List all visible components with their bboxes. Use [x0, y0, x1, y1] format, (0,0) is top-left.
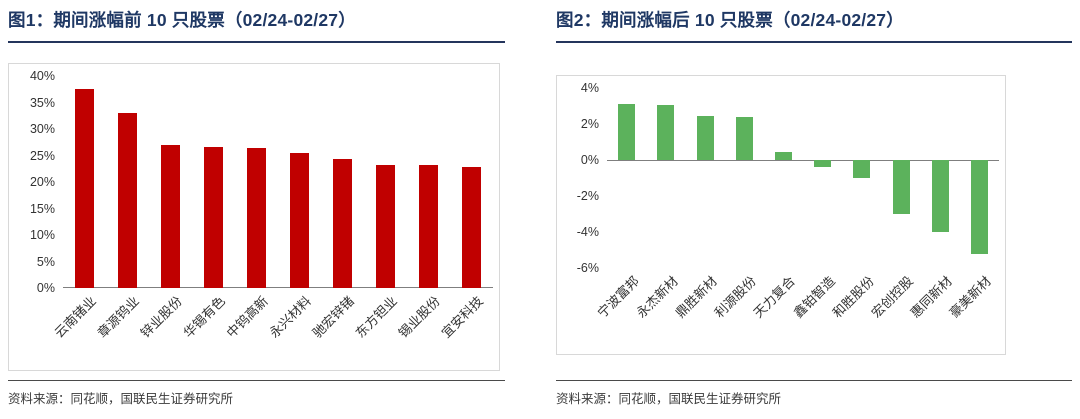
y-axis-tick: 35% — [29, 95, 55, 110]
x-axis-label: 利源股份 — [711, 273, 760, 321]
y-axis-tick: -4% — [576, 225, 599, 239]
figure1-title: 图1：期间涨幅前 10 只股票（02/24-02/27） — [8, 10, 356, 30]
figure2-source: 资料来源：同花顺，国联民生证券研究所 — [556, 392, 782, 406]
x-axis-label: 鑫铂智造 — [790, 273, 838, 321]
figure2-title: 图2：期间涨幅后 10 只股票（02/24-02/27） — [556, 10, 904, 30]
figure2-chart-row: 4% 2% 0% -2% -4% -6% — [559, 81, 999, 275]
bar — [419, 165, 438, 288]
y-axis-tick: 5% — [36, 254, 55, 269]
y-axis-tick: 25% — [29, 148, 55, 163]
x-axis-label: 锌业股份 — [138, 293, 186, 341]
figure1-chart-row: 40% 35% 30% 25% 20% 15% 10% 5% 0% — [11, 69, 493, 295]
x-axis-label: 天力复合 — [750, 273, 799, 321]
bar — [696, 115, 714, 160]
x-axis-label: 云南锗业 — [52, 293, 100, 341]
x-axis-label: 中钨高新 — [224, 293, 272, 341]
x-axis-label: 和胜股份 — [829, 273, 877, 321]
figure2-bar-chart: 4% 2% 0% -2% -4% -6% 宁波富邦 永杰新材 鼎胜新材 利源股份 天力复合 鑫铂智造… — [556, 75, 1006, 355]
figure2-y-axis: 4% 2% 0% -2% -4% -6% — [559, 81, 607, 275]
x-axis-label: 锡业股份 — [396, 293, 444, 341]
y-axis-tick: 15% — [29, 201, 55, 216]
figure1-bar-chart: 40% 35% 30% 25% 20% 15% 10% 5% 0% 云南锗业 章源钨业 锌业股份 华锡… — [8, 63, 500, 371]
x-axis-label: 鼎胜新材 — [672, 273, 720, 321]
bar — [161, 144, 180, 288]
y-axis-tick: 10% — [29, 228, 55, 242]
bar — [657, 105, 675, 160]
bar — [735, 116, 753, 160]
figure1-source-block: 资料来源：同花顺，国联民生证券研究所 — [8, 380, 505, 407]
x-axis-label: 宁波富邦 — [594, 273, 642, 321]
x-axis-label: 宏创控股 — [868, 273, 916, 321]
bar — [814, 160, 832, 168]
bar — [118, 113, 137, 288]
zero-axis-line — [607, 160, 999, 161]
bar — [853, 160, 871, 178]
y-axis-tick: 2% — [580, 117, 599, 131]
figure2-source-rule — [556, 380, 1072, 381]
bar — [462, 166, 481, 288]
y-axis-tick: 30% — [29, 122, 55, 136]
y-axis-tick: 0% — [580, 153, 599, 167]
x-axis-label: 宜安科技 — [439, 293, 487, 341]
figure-1: 图1：期间涨幅前 10 只股票（02/24-02/27） 40% 35% 30% 25… — [8, 8, 505, 407]
figure1-source-rule — [8, 380, 505, 381]
x-axis-label: 章源钨业 — [95, 293, 143, 341]
bar — [247, 148, 266, 288]
y-axis-tick: 0% — [36, 281, 55, 295]
figure1-x-axis-labels: 云南锗业 章源钨业 锌业股份 华锡有色 中钨高新 永兴材料 驰宏锌锗 东方钽业 锡业股份 宜安科技 — [52, 288, 493, 368]
x-axis-label: 豪美新材 — [946, 273, 995, 321]
y-axis-tick: 40% — [29, 69, 55, 83]
figure2-title-rule — [556, 41, 1072, 43]
figure1-title-rule — [8, 41, 505, 43]
x-axis-label: 永杰新材 — [633, 273, 681, 321]
figure1-plot-area — [63, 76, 493, 289]
bar — [204, 146, 223, 288]
y-axis-tick: 20% — [29, 175, 55, 189]
figure2-x-axis-labels: 宁波富邦 永杰新材 鼎胜新材 利源股份 天力复合 鑫铂智造 和胜股份 宏创控股 惠同新材 豪美新材 — [594, 268, 999, 352]
figure1-y-axis: 40% 35% 30% 25% 20% 15% 10% 5% 0% — [11, 69, 63, 295]
figure-2: 图2：期间涨幅后 10 只股票（02/24-02/27） 4% 2% 0% -2% -4… — [556, 8, 1072, 407]
x-axis-label: 惠同新材 — [907, 273, 956, 321]
bar — [931, 160, 949, 232]
y-axis-tick: -6% — [576, 261, 599, 275]
x-axis-label: 华锡有色 — [181, 293, 229, 341]
x-axis-label: 永兴材料 — [267, 293, 315, 341]
x-axis-label: 东方钽业 — [353, 293, 401, 341]
bar — [970, 160, 988, 254]
bar — [376, 164, 395, 288]
x-axis-label: 驰宏锌锗 — [310, 293, 358, 341]
bar — [618, 104, 636, 160]
y-axis-tick: -2% — [576, 189, 599, 203]
figure2-plot-area — [607, 88, 999, 268]
figure1-source: 资料来源：同花顺，国联民生证券研究所 — [8, 392, 234, 406]
bar — [290, 153, 309, 288]
bar — [774, 151, 792, 160]
y-axis-tick: 4% — [580, 81, 599, 95]
bar — [75, 89, 94, 289]
bar — [892, 160, 910, 214]
bar — [333, 158, 352, 288]
figure2-source-block: 资料来源：同花顺，国联民生证券研究所 — [556, 380, 1072, 407]
